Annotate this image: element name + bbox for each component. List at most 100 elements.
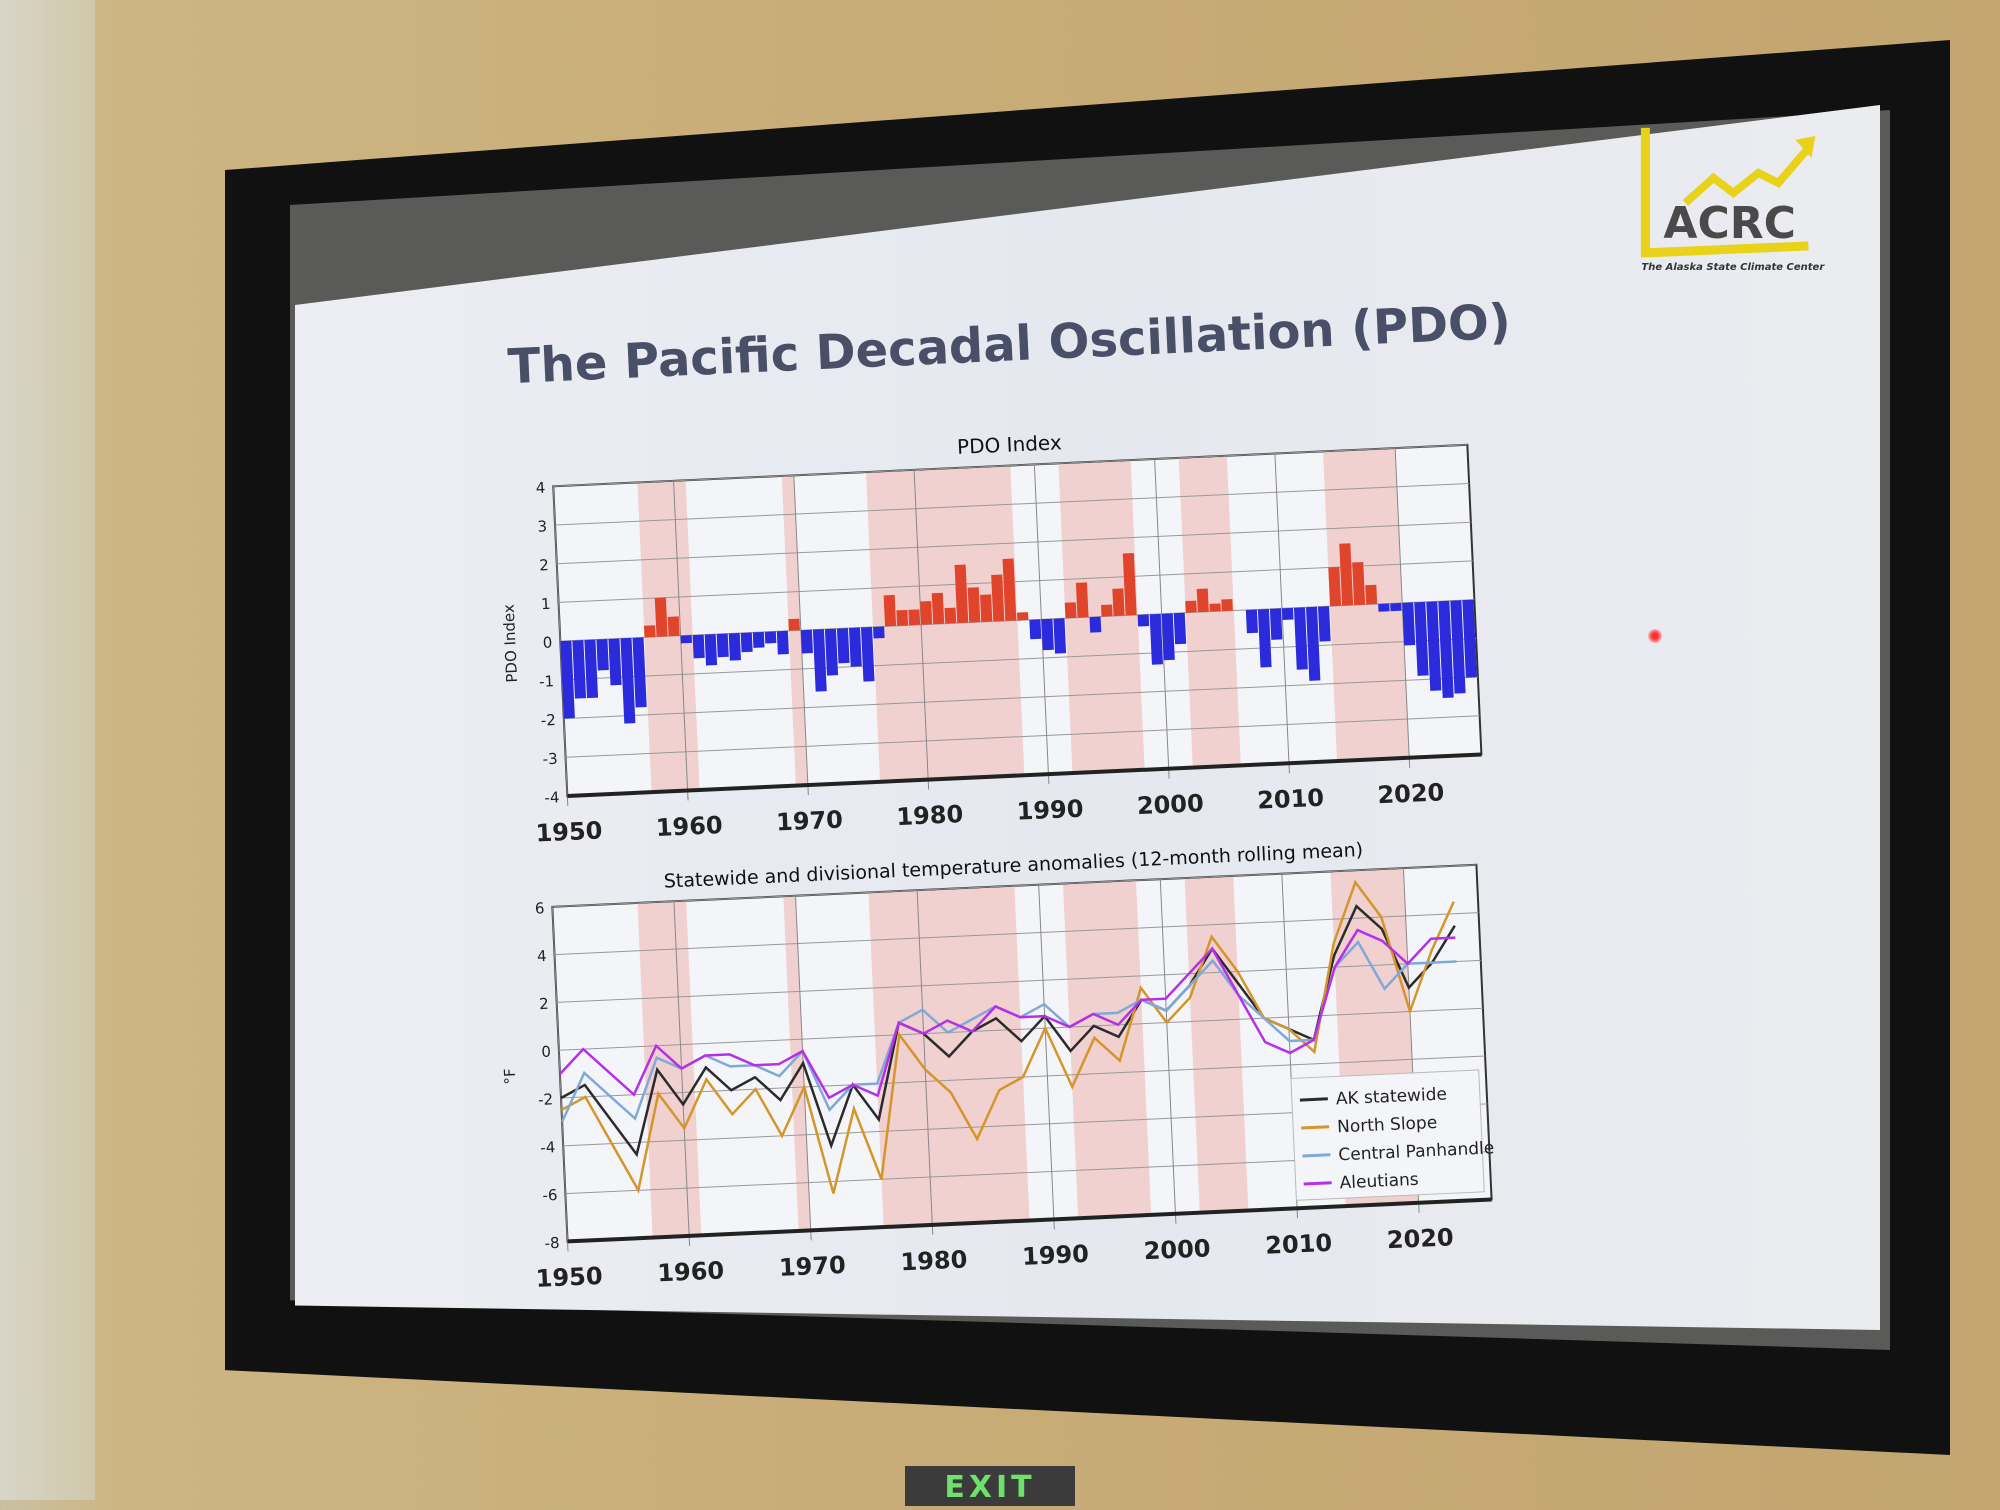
- wall: [0, 0, 95, 1500]
- y-tick-label: 2: [539, 556, 549, 574]
- gridline-y: [558, 560, 1473, 603]
- pdo-bar: [883, 594, 897, 627]
- pdo-bar: [824, 628, 839, 676]
- series-line-aleutians: [559, 928, 1456, 1100]
- gridline-y: [554, 912, 1479, 956]
- pdo-bar: [1041, 618, 1054, 651]
- pdo-bar: [1378, 603, 1390, 612]
- pdo-bar: [931, 592, 945, 625]
- gridline-y: [555, 483, 1470, 526]
- y-axis-label: °F: [501, 1068, 520, 1085]
- x-tick-label: 1950: [535, 1262, 603, 1293]
- gridline-x: [795, 895, 812, 1241]
- pdo-bar: [1450, 600, 1466, 694]
- pdo-bar: [1318, 606, 1331, 642]
- pdo-bar: [1029, 619, 1042, 640]
- pdo-bar: [1016, 612, 1029, 621]
- pdo-bar: [1281, 607, 1294, 620]
- gridline-y: [565, 715, 1480, 758]
- pdo-bar: [1002, 558, 1017, 621]
- pdo-bar: [860, 626, 875, 682]
- pdo-bar: [1161, 613, 1175, 661]
- gridline-y: [556, 959, 1481, 1003]
- pdo-bar: [608, 638, 622, 686]
- pdo-bar: [1089, 616, 1102, 633]
- pdo-bar: [776, 630, 789, 655]
- y-tick-label: 3: [537, 517, 547, 535]
- y-axis-label: PDO Index: [500, 604, 522, 683]
- pdo-bar: [728, 632, 741, 661]
- x-tick-label: 2020: [1386, 1223, 1454, 1254]
- y-tick-label: 6: [534, 899, 544, 917]
- gridline-y: [553, 444, 1468, 487]
- chart-title: PDO Index: [957, 430, 1063, 459]
- chart-panel-1: Statewide and divisional temperature ano…: [501, 839, 1495, 1293]
- legend-swatch: [1302, 1153, 1331, 1158]
- pdo-bar: [1149, 613, 1163, 665]
- pdo-bar: [788, 618, 800, 631]
- gridline-x: [913, 469, 930, 790]
- series-line-north-slope: [560, 879, 1455, 1194]
- logo-text: ACRC: [1663, 198, 1796, 249]
- gridline-y: [552, 864, 1477, 908]
- pdo-bar: [1245, 609, 1258, 634]
- y-tick-label: 4: [537, 947, 547, 965]
- pdo-bar: [836, 628, 850, 664]
- gridline-x: [673, 901, 691, 1246]
- x-tick-label: 1980: [896, 800, 964, 831]
- gridline-x: [916, 890, 934, 1235]
- pdo-bar: [1064, 602, 1077, 619]
- pdo-bar: [967, 587, 981, 623]
- pdo-bar: [643, 625, 656, 638]
- gridline-y: [558, 1007, 1483, 1051]
- y-tick-label: -1: [539, 672, 555, 691]
- pdo-bar: [1293, 607, 1308, 670]
- y-tick-label: -4: [540, 1138, 556, 1157]
- pdo-bar: [954, 564, 969, 624]
- pdo-bar: [692, 634, 705, 659]
- y-tick-label: 2: [539, 995, 549, 1013]
- pdo-bar: [1402, 602, 1416, 646]
- x-tick-label: 2000: [1143, 1234, 1211, 1265]
- pdo-bar: [1137, 614, 1150, 627]
- pdo-bar: [1328, 566, 1342, 607]
- pdo-bar: [1426, 601, 1442, 691]
- pdo-bar: [1269, 608, 1283, 640]
- legend-box: [1290, 1069, 1485, 1201]
- gridline-y: [562, 637, 1477, 681]
- pdo-bar: [740, 632, 753, 653]
- x-axis: [567, 1197, 1492, 1244]
- gridline-y: [563, 676, 1478, 720]
- exit-sign: EXIT: [905, 1466, 1075, 1506]
- y-tick-label: 1: [541, 595, 551, 613]
- x-tick-label: 2010: [1257, 784, 1325, 815]
- y-tick-label: -8: [544, 1234, 560, 1253]
- y-tick-label: -4: [544, 788, 560, 807]
- x-tick-label: 1970: [776, 806, 844, 837]
- slide-title: The Pacific Decadal Oscillation (PDO): [507, 294, 1512, 395]
- pdo-bar: [800, 629, 813, 654]
- pdo-bar: [764, 631, 777, 644]
- pdo-bar: [1185, 600, 1197, 613]
- pdo-bar: [1365, 584, 1378, 605]
- pdo-bar: [848, 627, 862, 667]
- pdo-bar: [1221, 598, 1233, 612]
- pdo-bar: [654, 597, 668, 637]
- pdo-bar: [667, 616, 680, 637]
- x-tick-label: 1960: [657, 1256, 725, 1287]
- legend-label: North Slope: [1337, 1113, 1438, 1138]
- gridline-x: [551, 906, 569, 1252]
- pdo-bar: [920, 601, 933, 625]
- pdo-bar: [1305, 606, 1321, 681]
- pdo-bar: [991, 574, 1005, 622]
- pdo-bar: [752, 631, 765, 648]
- pdo-bar: [980, 594, 993, 623]
- chart-panel-0: PDO Index -4 -3 -2 -1 0 1 2 3 4 1950 1960 1970 1980 19…: [500, 430, 1483, 847]
- gridline-y: [556, 521, 1471, 565]
- pdo-bar: [812, 629, 827, 692]
- x-tick-label: 1990: [1022, 1240, 1090, 1271]
- pdo-bar: [1257, 608, 1272, 668]
- series-line-ak-statewide: [560, 904, 1456, 1158]
- pdo-bar: [584, 639, 599, 699]
